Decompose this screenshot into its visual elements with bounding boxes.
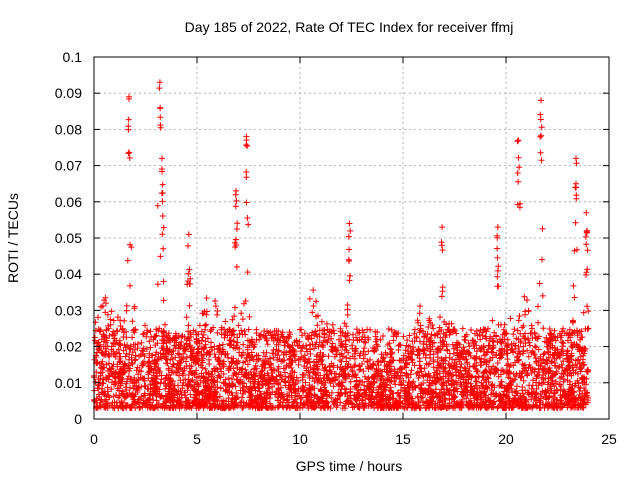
y-tick-labels: 0 0.01 0.02 0.03 0.04 0.05 0.06 0.07 0.08 0.09 0.1 bbox=[55, 49, 82, 427]
axis-ticks bbox=[93, 56, 610, 420]
x-axis-label: GPS time / hours bbox=[296, 458, 403, 474]
y-tick-label: 0.09 bbox=[55, 85, 82, 101]
x-tick-label: 15 bbox=[395, 431, 411, 447]
y-tick-label: 0.08 bbox=[55, 121, 82, 137]
y-tick-label: 0.07 bbox=[55, 158, 82, 174]
y-tick-label: 0 bbox=[74, 411, 82, 427]
y-tick-label: 0.06 bbox=[55, 194, 82, 210]
x-tick-label: 10 bbox=[292, 431, 308, 447]
y-tick-label: 0.04 bbox=[55, 266, 82, 282]
y-tick-label: 0.01 bbox=[55, 375, 82, 391]
y-tick-label: 0.1 bbox=[63, 49, 83, 65]
roti-point-markers bbox=[91, 79, 592, 412]
x-tick-labels: 0 5 10 15 20 25 bbox=[90, 431, 617, 447]
x-tick-label: 0 bbox=[90, 431, 98, 447]
x-tick-label: 25 bbox=[601, 431, 617, 447]
y-tick-label: 0.03 bbox=[55, 302, 82, 318]
x-tick-label: 5 bbox=[193, 431, 201, 447]
data-points bbox=[91, 79, 592, 412]
chart-title: Day 185 of 2022, Rate Of TEC Index for r… bbox=[185, 19, 514, 35]
y-tick-label: 0.02 bbox=[55, 339, 82, 355]
x-tick-label: 20 bbox=[498, 431, 514, 447]
y-tick-label: 0.05 bbox=[55, 230, 82, 246]
y-axis-label: ROTI / TECUs bbox=[5, 193, 21, 283]
